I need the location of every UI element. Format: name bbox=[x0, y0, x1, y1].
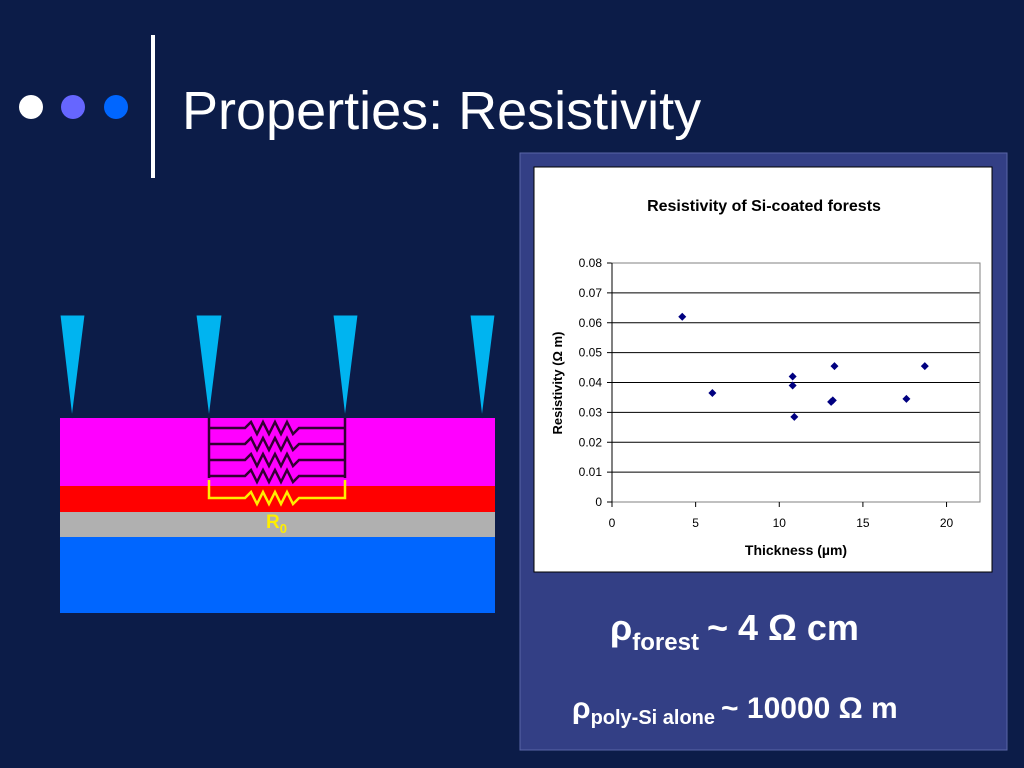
y-axis-label: Resistivity (Ω m) bbox=[550, 332, 565, 435]
point bbox=[902, 394, 911, 403]
probe bbox=[195, 314, 223, 419]
point bbox=[920, 362, 929, 371]
y-tick-label: 0.02 bbox=[579, 435, 603, 449]
symbol: R bbox=[266, 512, 280, 533]
probe bbox=[332, 314, 359, 419]
y-tick-label: 0.04 bbox=[579, 376, 603, 390]
point bbox=[788, 381, 797, 390]
x-tick-label: 10 bbox=[773, 516, 787, 530]
resistor-bracket bbox=[207, 480, 347, 507]
bullet-dot bbox=[104, 95, 128, 119]
formula-text: ~ 4 Ω cm bbox=[707, 607, 859, 648]
y-tick-label: 0.06 bbox=[579, 316, 603, 330]
y-tick-label: 0.01 bbox=[579, 465, 603, 479]
chart-title: Resistivity of Si-coated forests bbox=[647, 198, 881, 215]
point bbox=[708, 388, 717, 397]
subscript: forest bbox=[632, 629, 699, 656]
bullet-dot bbox=[19, 95, 43, 119]
point bbox=[830, 362, 839, 371]
y-tick-label: 0.07 bbox=[579, 286, 603, 300]
diagram: R0 bbox=[59, 314, 496, 613]
slide-title: Properties: Resistivity bbox=[182, 81, 701, 141]
bullet-dot bbox=[61, 95, 85, 119]
symbol: ρ bbox=[572, 692, 591, 725]
plot: 0 0.01 0.02 0.03 0.04 0.05 0.06 0.07 0.08 0 5 10 15 2… bbox=[579, 256, 981, 530]
layer bbox=[60, 512, 495, 537]
y-tick-label: 0.03 bbox=[579, 405, 603, 419]
point bbox=[790, 412, 799, 421]
x-tick-label: 20 bbox=[940, 516, 954, 530]
y-tick-label: 0 bbox=[595, 495, 602, 509]
chart-frame bbox=[533, 166, 993, 573]
formula: ρforest ~ 4 Ω cm bbox=[610, 607, 859, 656]
x-tick-label: 5 bbox=[692, 516, 699, 530]
probe bbox=[469, 314, 496, 419]
x-axis-label: Thickness (µm) bbox=[745, 542, 847, 558]
resistor-network bbox=[207, 418, 347, 485]
probe bbox=[59, 314, 86, 419]
x-tick-label: 15 bbox=[856, 516, 870, 530]
subscript: poly-Si alone bbox=[591, 707, 715, 729]
subscript: 0 bbox=[280, 521, 287, 536]
layer bbox=[60, 537, 495, 613]
formula-text: ~ 10000 Ω m bbox=[721, 692, 898, 725]
y-tick-label: 0.05 bbox=[579, 346, 603, 360]
symbol: ρ bbox=[610, 607, 632, 648]
point bbox=[788, 372, 797, 381]
point bbox=[678, 312, 687, 321]
resistor-label: R0 bbox=[266, 512, 287, 536]
point bbox=[828, 396, 837, 405]
formula: ρpoly-Si alone ~ 10000 Ω m bbox=[572, 692, 898, 729]
x-tick-label: 0 bbox=[609, 516, 616, 530]
y-tick-label: 0.08 bbox=[579, 256, 603, 270]
